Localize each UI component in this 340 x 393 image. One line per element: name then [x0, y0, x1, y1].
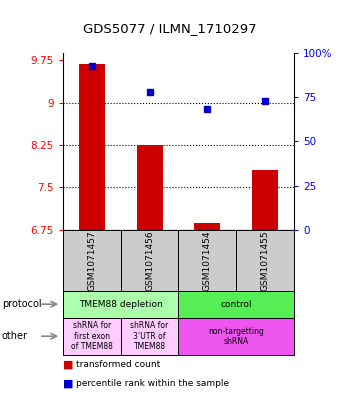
Text: non-targetting
shRNA: non-targetting shRNA: [208, 327, 264, 346]
Bar: [137, 145, 163, 230]
Bar: [194, 223, 220, 230]
Text: shRNA for
first exon
of TMEM88: shRNA for first exon of TMEM88: [71, 321, 113, 351]
Text: GSM1071456: GSM1071456: [145, 230, 154, 291]
Bar: [252, 171, 278, 230]
Text: TMEM88 depletion: TMEM88 depletion: [79, 300, 163, 309]
Text: shRNA for
3’UTR of
TMEM88: shRNA for 3’UTR of TMEM88: [131, 321, 169, 351]
Text: ■: ■: [63, 360, 73, 370]
Text: transformed count: transformed count: [76, 360, 160, 369]
Text: GSM1071457: GSM1071457: [87, 230, 96, 291]
Text: control: control: [221, 300, 252, 309]
Text: ■: ■: [63, 378, 73, 389]
Text: other: other: [2, 331, 28, 341]
Text: protocol: protocol: [2, 299, 41, 309]
Bar: [79, 64, 105, 230]
Text: percentile rank within the sample: percentile rank within the sample: [76, 379, 229, 388]
Text: GSM1071454: GSM1071454: [203, 230, 212, 290]
Text: GDS5077 / ILMN_1710297: GDS5077 / ILMN_1710297: [83, 22, 257, 35]
Text: GSM1071455: GSM1071455: [261, 230, 270, 291]
